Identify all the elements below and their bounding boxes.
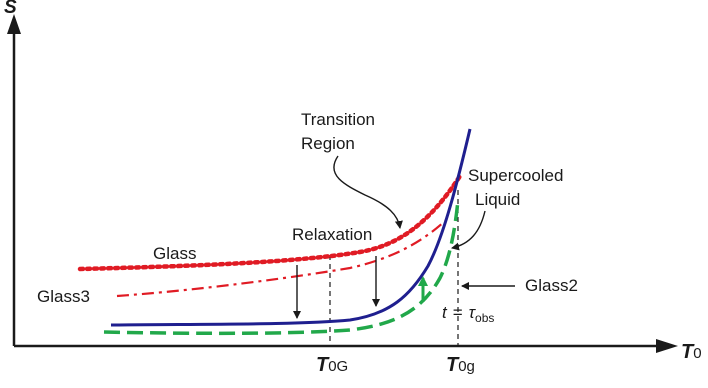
supercooled-liquid-label-line1: Supercooled [468, 166, 563, 185]
supercooled-liquid-pointer [451, 210, 486, 251]
relaxation-label: Relaxation [292, 225, 372, 244]
x-axis-label-sub: 0 [693, 345, 701, 362]
glass3-label: Glass3 [37, 287, 90, 306]
transition-region-label-line2: Region [301, 134, 355, 153]
glass2-dashed-curve [103, 199, 460, 336]
x-axis-label: T0 [681, 341, 702, 363]
glass-dotted-curve [77, 173, 463, 272]
t0g-tick-label: T0g [446, 354, 475, 376]
y-axis-arrowhead [7, 14, 21, 34]
tau-obs-label: t = τobs [442, 303, 494, 325]
supercooled-liquid-label-line2: Liquid [475, 190, 520, 209]
glass-label: Glass [153, 244, 196, 263]
glass3-dashdot-curve [116, 219, 447, 298]
transition-region-label-line1: Transition [301, 110, 375, 129]
supercooled-liquid-curve [110, 128, 472, 327]
glass2-label: Glass2 [525, 276, 578, 295]
x-axis-arrowhead [656, 339, 678, 353]
x-axis-label-main: T [681, 341, 695, 363]
y-axis-label: S [4, 0, 17, 18]
transition-region-pointer [333, 155, 403, 229]
t0G-tick-label: T0G [316, 354, 348, 376]
